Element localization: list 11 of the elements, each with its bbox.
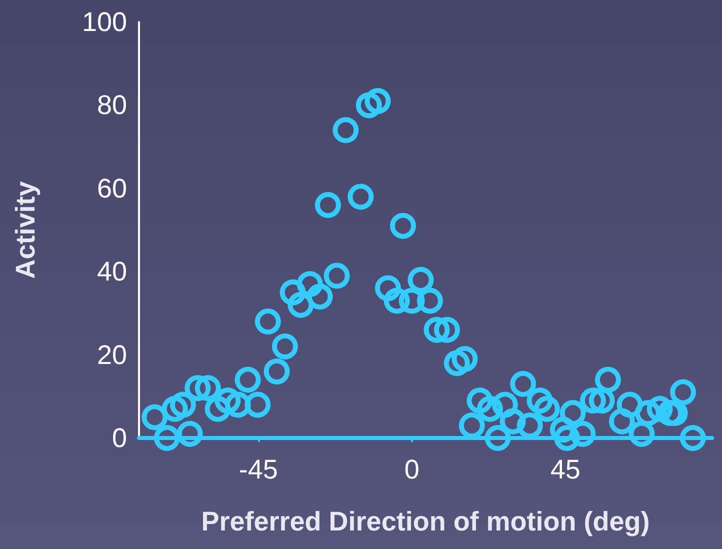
y-tick-label: 0 (112, 423, 127, 453)
y-tick-label: 60 (96, 173, 127, 204)
y-tick-label: 40 (96, 256, 127, 287)
y-axis-title: Activity (10, 181, 40, 279)
y-tick-label: 20 (96, 340, 127, 370)
y-tick-label: 80 (96, 90, 127, 120)
x-tick-label: 45 (550, 454, 580, 484)
y-tick-label: 100 (82, 7, 127, 37)
x-axis-title: Preferred Direction of motion (deg) (201, 506, 650, 536)
x-tick-label: -45 (238, 454, 278, 484)
x-tick-label: 0 (404, 454, 420, 484)
